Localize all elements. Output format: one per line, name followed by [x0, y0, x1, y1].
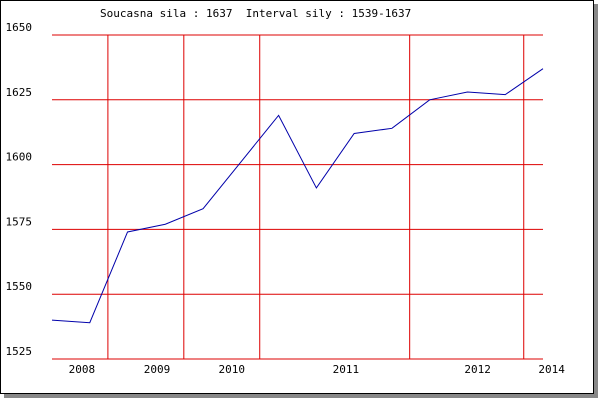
x-tick-label: 2009: [144, 363, 171, 376]
y-tick-label: 1600: [6, 151, 33, 164]
y-tick-label: 1575: [6, 215, 33, 228]
x-tick-label: 2011: [333, 363, 360, 376]
line-series: [51, 68, 544, 324]
y-tick-label: 1650: [6, 21, 33, 34]
chart-title: Soucasna sila : 1637 Interval sily : 153…: [100, 7, 411, 20]
x-tick-label: 2008: [69, 363, 96, 376]
x-tick-label: 2012: [464, 363, 491, 376]
y-tick-label: 1525: [6, 345, 33, 358]
y-tick-label: 1625: [6, 86, 33, 99]
frame: [0, 0, 594, 394]
x-tick-label: 2010: [219, 363, 246, 376]
x-tick-label: 2014: [538, 363, 565, 376]
y-tick-label: 1550: [6, 280, 33, 293]
